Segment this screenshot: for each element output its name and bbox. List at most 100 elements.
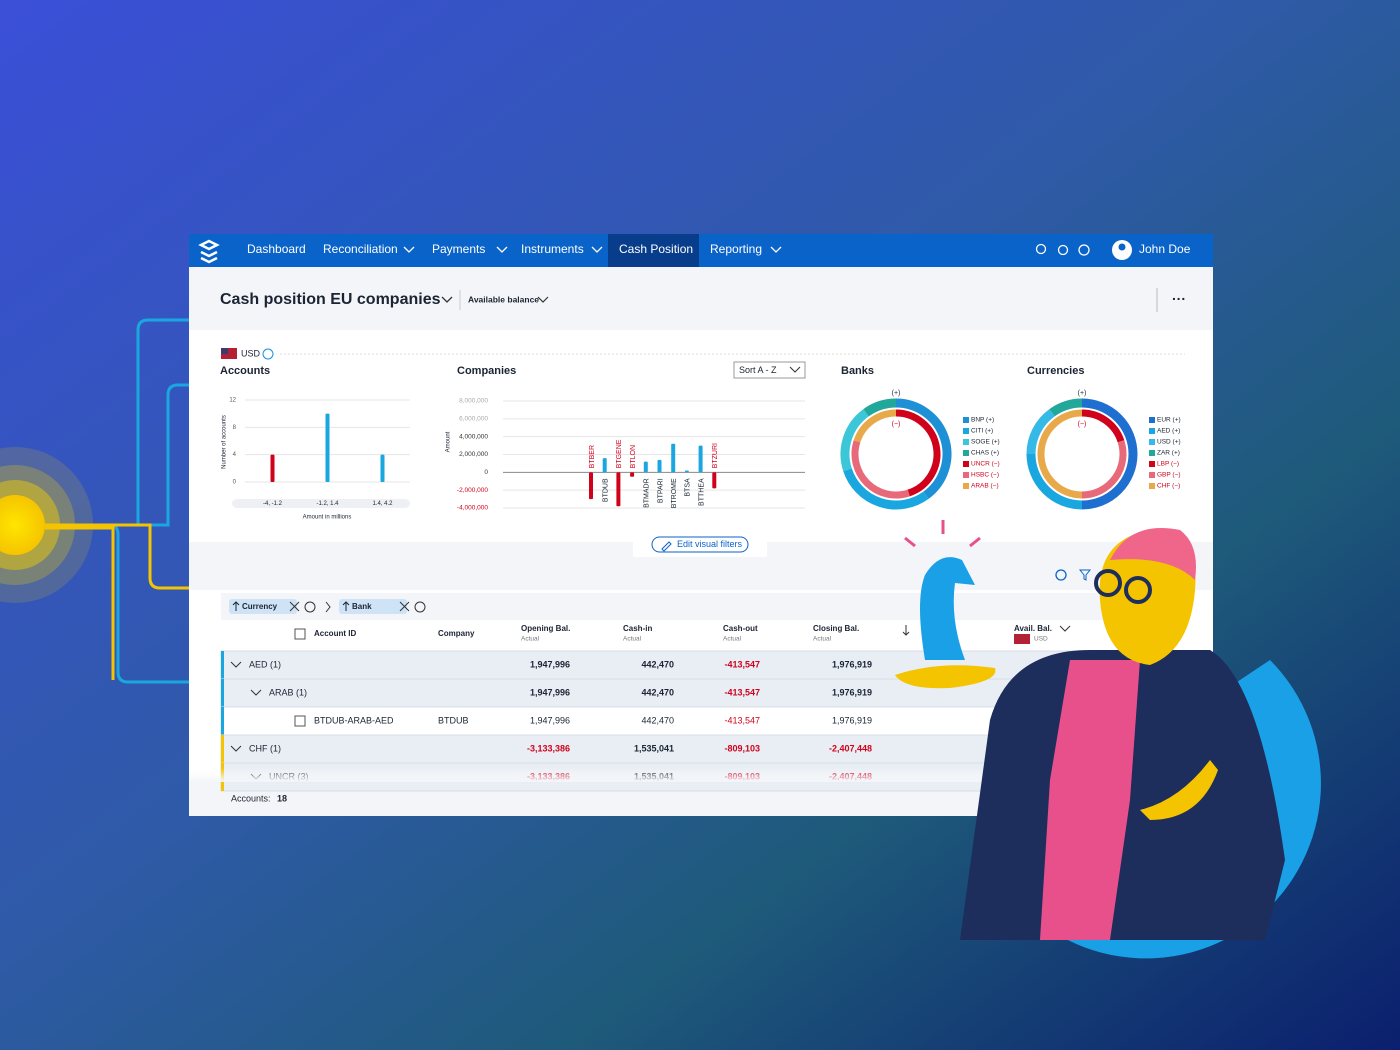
edit-filters-button[interactable]: [651, 536, 749, 553]
column-header: Cash-in: [623, 624, 652, 633]
company-label: BTBER: [589, 445, 596, 468]
expand-chevron[interactable]: [250, 689, 262, 696]
cell: 1,947,996: [530, 659, 570, 669]
column-header: Avail. Bal.: [1014, 624, 1052, 633]
chart-title: Accounts: [220, 365, 270, 377]
column-header: Company: [438, 629, 475, 638]
donut-segment: [863, 398, 897, 417]
legend-swatch: [963, 461, 969, 467]
cell: 1,976,919: [832, 659, 872, 669]
company-label: BTROME: [671, 478, 678, 508]
expand-chevron[interactable]: [230, 745, 242, 752]
x-tick-label: -1.2, 1.4: [316, 501, 339, 507]
nav-chevron: [591, 246, 603, 253]
cell: 442,470: [641, 715, 674, 725]
x-axis-band: [232, 499, 410, 508]
legend-label: SOGE (+): [971, 439, 1000, 446]
row-label: AED (1): [249, 659, 281, 669]
donut-segment: [1026, 409, 1055, 455]
legend-label: AED (+): [1157, 428, 1180, 435]
bell-icon: [1057, 244, 1069, 256]
legend-label: ZAR (+): [1157, 450, 1180, 457]
group-chip[interactable]: [339, 599, 407, 614]
bar: [698, 445, 703, 473]
search-icon: [1035, 243, 1047, 255]
sort-arrow: [232, 601, 240, 611]
nav-item[interactable]: Payments: [432, 242, 485, 256]
legend-swatch: [963, 483, 969, 489]
chip-remove: [289, 601, 300, 612]
donut-segment: [895, 398, 952, 499]
sort-label: Sort A - Z: [739, 365, 777, 375]
nav-item[interactable]: Cash Position: [619, 242, 693, 256]
legend-label: BNP (+): [971, 417, 994, 424]
donut-segment: [1026, 453, 1083, 510]
view-selector[interactable]: Available balance: [468, 294, 539, 304]
column-header: Opening Bal.: [521, 624, 570, 633]
legend-swatch: [1149, 439, 1155, 445]
legend-label: USD (+): [1157, 439, 1181, 446]
y-tick-label: -2,000,000: [457, 487, 488, 494]
donut-segment: [1081, 398, 1138, 510]
donut-segment: [895, 409, 941, 497]
more-menu[interactable]: ···: [1172, 291, 1186, 307]
nav-item[interactable]: Dashboard: [247, 242, 306, 256]
nav-item[interactable]: Reconciliation: [323, 242, 398, 256]
column-subheader: Actual: [813, 636, 832, 643]
legend-label: CHAS (+): [971, 450, 999, 457]
y-tick-label: 4,000,000: [459, 433, 488, 440]
x-tick-label: 1.4, 4.2: [372, 501, 393, 507]
expand-chevron[interactable]: [230, 661, 242, 668]
page-title: Cash position EU companies: [220, 291, 441, 308]
bar: [630, 472, 635, 477]
group-chip[interactable]: [229, 599, 297, 614]
sort-arrow: [342, 601, 350, 611]
company-label: BTLON: [630, 445, 637, 468]
currency-label: USD: [241, 348, 261, 358]
y-tick-label: -4,000,000: [457, 505, 488, 512]
column-header: Cash-out: [723, 624, 758, 633]
legend-swatch: [963, 439, 969, 445]
row-stripe: [221, 679, 224, 707]
circuit-decoration: [0, 318, 189, 684]
sort-select[interactable]: [733, 361, 806, 379]
bar: [671, 443, 676, 473]
group-chip-label: Currency: [242, 602, 278, 611]
cell: 1,947,996: [530, 687, 570, 697]
row-company: BTDUB: [438, 715, 469, 725]
bar: [602, 458, 607, 473]
ring-label: (+): [892, 390, 901, 397]
y-tick-label: 0: [484, 469, 488, 476]
row-stripe: [221, 735, 224, 763]
nav-item[interactable]: Reporting: [710, 242, 762, 256]
chip-separator: [325, 601, 331, 613]
bar: [657, 459, 662, 473]
bar: [270, 454, 275, 482]
nav-chevron: [496, 246, 508, 253]
company-label: BTTHEA: [698, 478, 705, 506]
legend-swatch: [963, 472, 969, 478]
legend-label: ARAB (−): [971, 483, 999, 490]
chart-title: Banks: [841, 365, 874, 377]
company-label: BTDUB: [603, 478, 610, 502]
bar: [380, 454, 385, 482]
nav-item[interactable]: Instruments: [521, 242, 584, 256]
column-header: Closing Bal.: [813, 624, 859, 633]
row-checkbox[interactable]: [294, 715, 306, 727]
column-chevron: [1059, 625, 1071, 632]
user-name[interactable]: John Doe: [1139, 242, 1191, 256]
chip-clear: [414, 601, 426, 613]
group-chip-label: Bank: [352, 602, 372, 611]
cell: 442,470: [641, 687, 674, 697]
cell: -413,547: [724, 715, 760, 725]
column-subheader: Actual: [723, 636, 742, 643]
y-tick-label: 2,000,000: [459, 451, 488, 458]
donut-segment: [843, 468, 929, 510]
cell: 1,976,919: [832, 687, 872, 697]
chip-clear: [304, 601, 316, 613]
bar: [684, 470, 689, 473]
donut-segment: [1037, 409, 1083, 499]
cell: -2,407,448: [829, 743, 872, 753]
y-tick-label: 6,000,000: [459, 416, 488, 423]
